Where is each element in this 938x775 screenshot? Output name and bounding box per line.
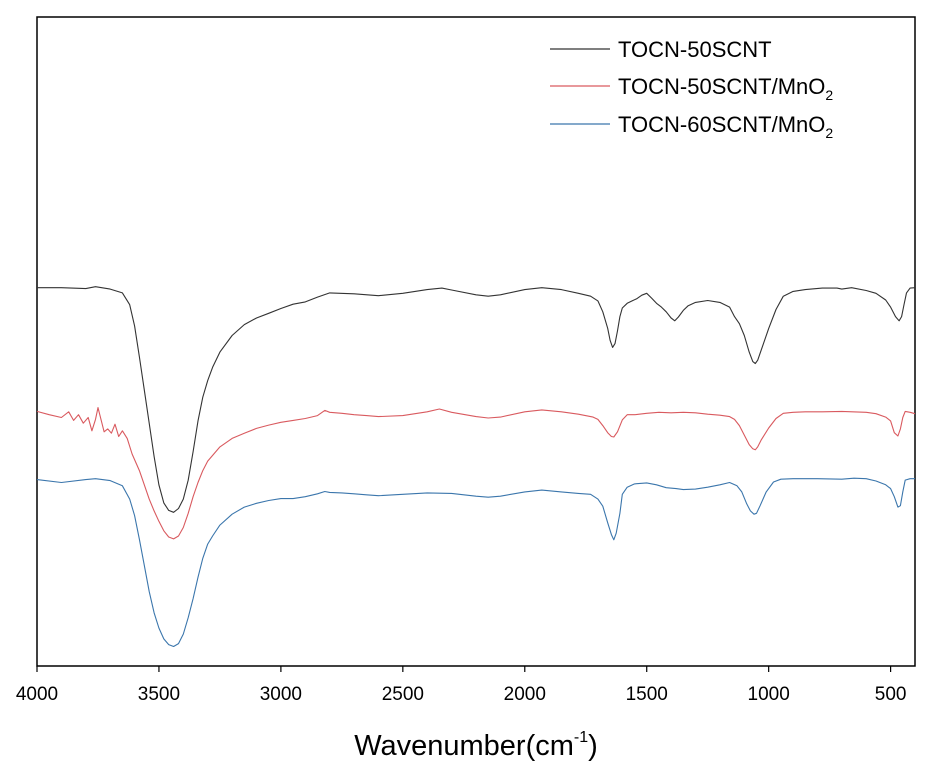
legend-label-1-base: TOCN-50SCNT bbox=[618, 37, 772, 62]
x-tick-label: 1000 bbox=[748, 684, 790, 705]
series-line-2 bbox=[36, 407, 916, 540]
legend-label-2: TOCN-50SCNT/MnO2 bbox=[618, 74, 833, 103]
x-tick-label: 1500 bbox=[626, 684, 668, 705]
series-layer bbox=[36, 286, 916, 648]
legend-label-3: TOCN-60SCNT/MnO2 bbox=[618, 112, 833, 141]
legend-label-3-sub: 2 bbox=[825, 125, 833, 141]
x-tick-label: 4000 bbox=[16, 684, 58, 705]
x-tick-label: 3000 bbox=[260, 684, 302, 705]
x-axis-label: Wavenumber(cm-1) bbox=[354, 729, 598, 762]
x-tick-label: 2500 bbox=[382, 684, 424, 705]
legend-label-3-base: TOCN-60SCNT/MnO bbox=[618, 112, 825, 137]
x-axis-label-base: Wavenumber(cm bbox=[354, 730, 574, 762]
x-axis-label-close: ) bbox=[588, 730, 598, 762]
x-tick-label: 3500 bbox=[138, 684, 180, 705]
plot-frame bbox=[36, 16, 916, 667]
x-tick-label: 500 bbox=[875, 684, 907, 705]
x-tick-label: 2000 bbox=[504, 684, 546, 705]
legend: TOCN-50SCNT TOCN-50SCNT/MnO2 TOCN-60SCNT… bbox=[550, 37, 833, 141]
series-line-3 bbox=[36, 477, 915, 648]
legend-label-2-base: TOCN-50SCNT/MnO bbox=[618, 74, 825, 99]
x-axis-label-sup: -1 bbox=[574, 729, 588, 746]
legend-label-1: TOCN-50SCNT bbox=[618, 37, 772, 62]
x-axis: 4000 3500 3000 2500 2000 1500 1000 500 bbox=[16, 666, 907, 705]
series-line-1 bbox=[37, 286, 916, 513]
legend-label-2-sub: 2 bbox=[825, 87, 833, 103]
